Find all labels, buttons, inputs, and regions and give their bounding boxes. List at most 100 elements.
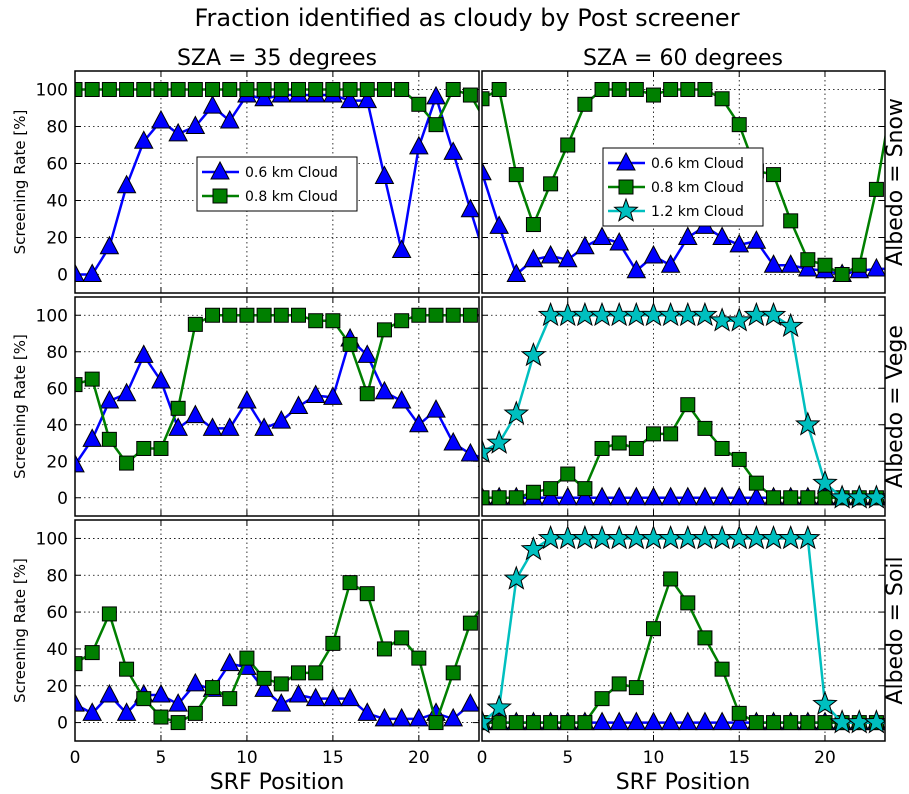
data-point xyxy=(525,217,541,233)
data-point xyxy=(760,524,787,550)
panel-3-2: Albedo = Soil 0 5 10 15 20 xyxy=(477,519,908,768)
data-point xyxy=(572,301,598,327)
data-point xyxy=(308,313,324,329)
data-point xyxy=(75,82,83,97)
data-point xyxy=(342,575,358,591)
legend-marker xyxy=(613,197,639,222)
data-point xyxy=(606,524,632,550)
data-point xyxy=(611,676,627,692)
data-point xyxy=(697,82,713,97)
x-tick-label: 10 xyxy=(643,748,665,768)
data-point xyxy=(486,429,512,454)
data-point xyxy=(680,397,696,413)
data-point xyxy=(746,230,767,249)
data-point xyxy=(766,167,782,183)
data-point xyxy=(557,486,578,506)
data-point xyxy=(743,301,770,327)
data-point xyxy=(851,257,867,273)
data-point xyxy=(219,652,240,672)
data-point xyxy=(503,565,530,590)
data-point xyxy=(202,417,223,436)
row-title: Albedo = Vege xyxy=(883,325,908,488)
data-point xyxy=(205,307,221,323)
data-point xyxy=(151,683,171,703)
data-point xyxy=(256,670,272,686)
data-point xyxy=(460,693,479,712)
series-line xyxy=(482,537,885,724)
data-point xyxy=(340,89,360,109)
data-point xyxy=(462,615,478,631)
data-point xyxy=(643,486,664,506)
data-point xyxy=(491,715,507,731)
data-point xyxy=(185,672,206,692)
data-point xyxy=(136,440,152,456)
data-point xyxy=(254,417,274,436)
data-point xyxy=(342,82,358,97)
col-title-sza35: SZA = 35 degrees xyxy=(177,46,377,71)
data-point xyxy=(482,161,492,181)
legend-marker xyxy=(616,151,636,171)
data-point xyxy=(503,400,530,425)
data-point xyxy=(680,82,696,97)
data-point xyxy=(239,82,255,97)
data-point xyxy=(594,691,610,707)
data-point xyxy=(660,711,681,731)
x-tick-label: 0 xyxy=(70,748,81,768)
data-point xyxy=(75,693,85,712)
col-title-sza60: SZA = 60 degrees xyxy=(583,46,783,71)
data-point xyxy=(256,307,272,323)
data-point xyxy=(675,524,701,550)
data-point xyxy=(883,502,885,506)
data-point xyxy=(748,715,764,731)
data-point xyxy=(482,91,490,107)
data-point xyxy=(428,715,444,731)
data-point xyxy=(697,630,713,646)
data-point xyxy=(594,82,610,97)
y-tick-label: 60 xyxy=(46,379,68,399)
data-point xyxy=(491,82,507,97)
data-point xyxy=(394,630,410,646)
x-tick-label: 5 xyxy=(562,748,573,768)
data-point xyxy=(520,536,547,561)
data-point xyxy=(359,586,375,602)
y-tick-label: 60 xyxy=(46,603,68,623)
data-point xyxy=(376,641,392,657)
data-point xyxy=(609,231,630,251)
data-point xyxy=(537,301,564,327)
data-point xyxy=(426,399,446,418)
data-point xyxy=(237,389,257,409)
data-point xyxy=(628,680,644,696)
data-point xyxy=(254,87,274,107)
data-point xyxy=(712,711,732,731)
data-point xyxy=(663,426,679,442)
data-point xyxy=(863,484,885,509)
data-point xyxy=(611,82,627,97)
data-point xyxy=(119,455,135,471)
data-point xyxy=(577,96,593,112)
data-point xyxy=(817,490,833,506)
data-point xyxy=(305,687,326,707)
y-tick-label: 0 xyxy=(57,266,68,286)
data-point xyxy=(695,486,715,506)
data-point xyxy=(273,82,289,97)
data-point xyxy=(729,233,750,253)
legend-marker xyxy=(618,179,634,195)
data-point xyxy=(99,389,120,409)
data-point xyxy=(712,226,732,245)
data-point xyxy=(525,484,541,500)
data-point xyxy=(868,181,884,197)
x-tick-label: 15 xyxy=(322,748,344,768)
legend-label: 0.8 km Cloud xyxy=(651,180,744,196)
data-point xyxy=(84,645,100,661)
data-point xyxy=(609,486,630,506)
data-point xyxy=(623,301,650,327)
data-point xyxy=(445,82,461,97)
data-point xyxy=(592,711,612,731)
data-point xyxy=(763,254,784,273)
data-point xyxy=(443,707,464,727)
data-point xyxy=(657,524,684,550)
x-tick-label: 20 xyxy=(814,748,836,768)
data-point xyxy=(323,687,343,707)
data-point xyxy=(460,198,479,218)
legend: 0.6 km Cloud 0.8 km Cloud xyxy=(196,156,358,212)
